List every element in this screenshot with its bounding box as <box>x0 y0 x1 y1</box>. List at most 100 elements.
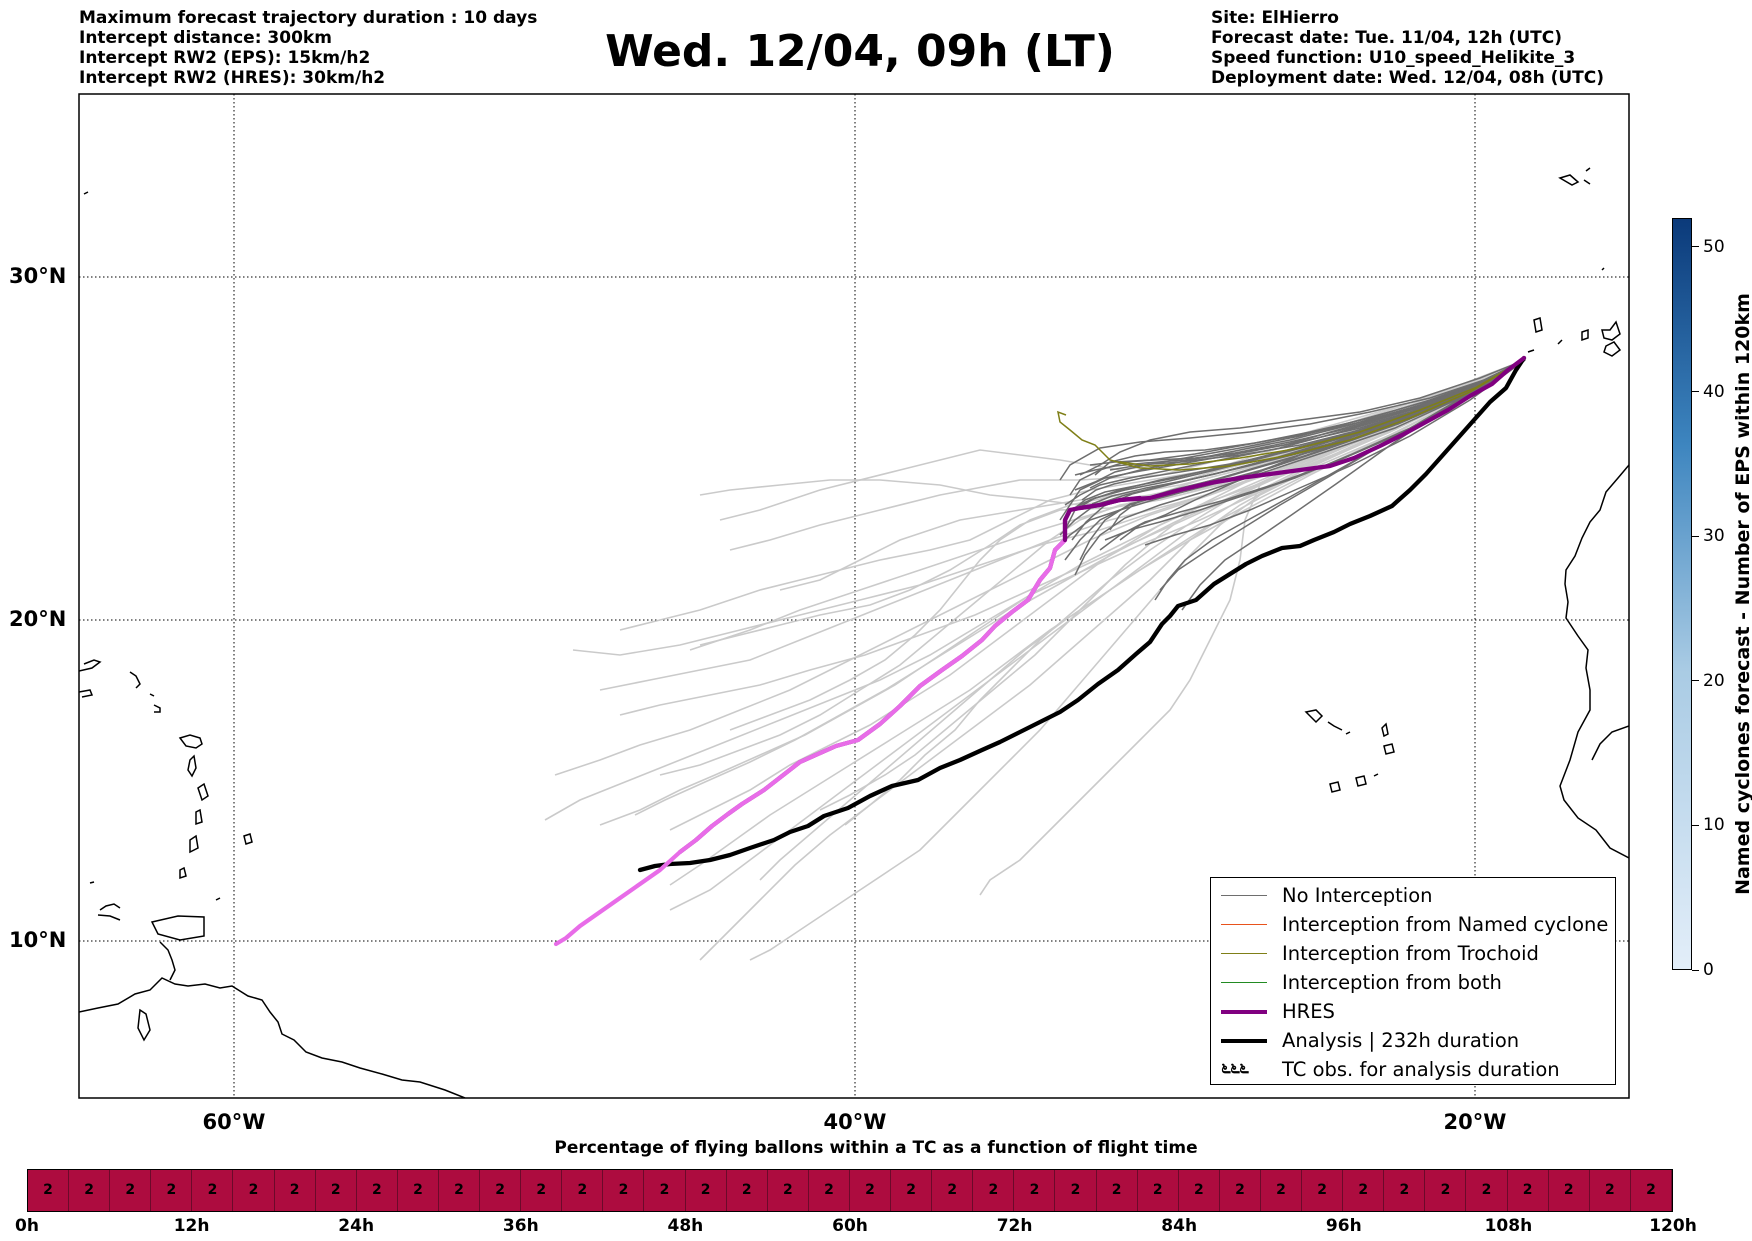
time-label: 12h <box>173 1216 210 1236</box>
time-label: 0h <box>15 1216 39 1236</box>
legend-swatch-gray <box>1221 895 1267 896</box>
tc-cell: 2 <box>69 1170 111 1211</box>
info-site: Site: ElHierro <box>1211 8 1339 28</box>
tc-cell: 2 <box>1261 1170 1303 1211</box>
legend-swatch-orange <box>1221 924 1267 925</box>
legend-swatch-green <box>1221 982 1267 983</box>
tc-cell: 2 <box>110 1170 152 1211</box>
tc-cell: 2 <box>1384 1170 1426 1211</box>
time-label: 24h <box>338 1216 375 1236</box>
colorbar <box>1672 218 1692 970</box>
tc-cell: 2 <box>398 1170 439 1211</box>
tc-cell: 2 <box>562 1170 604 1211</box>
tc-cell: 2 <box>28 1170 70 1211</box>
legend-label: HRES <box>1282 1000 1335 1023</box>
tc-cell: 2 <box>1302 1170 1344 1211</box>
forecast-parameters: Maximum forecast trajectory duration : 1… <box>79 8 537 88</box>
tc-cell: 2 <box>1097 1170 1138 1211</box>
time-label: 48h <box>667 1216 704 1236</box>
time-label: 36h <box>502 1216 539 1236</box>
colorbar-tick <box>1692 969 1699 971</box>
lon-label-60w: 60°W <box>202 1110 266 1134</box>
info-rw2-eps: Intercept RW2 (EPS): 15km/h2 <box>79 48 371 68</box>
eps-trajectories-light <box>544 359 1526 961</box>
lat-label-10n: 10°N <box>9 928 67 952</box>
tc-cell: 2 <box>603 1170 645 1211</box>
tc-cell: 2 <box>1220 1170 1261 1211</box>
coastlines <box>79 167 1629 1098</box>
info-forecast-date: Forecast date: Tue. 11/04, 12h (UTC) <box>1211 28 1562 48</box>
analysis-trajectory <box>637 355 1527 873</box>
legend-label: Interception from both <box>1282 971 1502 994</box>
tc-cell: 2 <box>439 1170 481 1211</box>
lon-label-20w: 20°W <box>1443 1110 1507 1134</box>
colorbar-tick <box>1692 824 1699 826</box>
tc-cell: 2 <box>850 1170 892 1211</box>
legend-swatch-olive <box>1221 953 1267 954</box>
tc-cell: 2 <box>932 1170 974 1211</box>
colorbar-tick-label: 10 <box>1703 815 1725 836</box>
time-label: 60h <box>832 1216 868 1236</box>
lat-label-20n: 20°N <box>9 607 67 631</box>
tc-cell: 2 <box>480 1170 522 1211</box>
info-deployment-date: Deployment date: Wed. 12/04, 08h (UTC) <box>1211 68 1605 88</box>
tc-cell: 2 <box>727 1170 768 1211</box>
legend-label: No Interception <box>1282 884 1433 907</box>
info-distance: Intercept distance: 300km <box>79 28 332 48</box>
tc-cell: 2 <box>1343 1170 1385 1211</box>
info-speed-function: Speed function: U10_speed_Helikite_3 <box>1211 48 1576 68</box>
legend-label: TC obs. for analysis duration <box>1282 1058 1560 1081</box>
colorbar-tick-label: 40 <box>1703 381 1725 402</box>
time-label: 72h <box>996 1216 1033 1236</box>
tc-cell: 2 <box>768 1170 809 1211</box>
timeline-title: Percentage of flying ballons within a TC… <box>554 1138 1198 1158</box>
tc-cell: 2 <box>1467 1170 1508 1211</box>
legend-swatch-black <box>1221 1039 1267 1043</box>
colorbar-tick <box>1692 535 1699 537</box>
tc-cell: 2 <box>192 1170 234 1211</box>
hres-trajectory <box>553 355 1527 947</box>
tc-cell: 2 <box>1631 1170 1672 1211</box>
tc-cell: 2 <box>1179 1170 1220 1211</box>
colorbar-tick-label: 0 <box>1703 960 1714 980</box>
cyclone-symbol-icon: ೬೬೬ <box>1221 1057 1249 1078</box>
tc-cell: 2 <box>973 1170 1015 1211</box>
legend-label: Interception from Trochoid <box>1282 942 1539 965</box>
tc-cell: 2 <box>316 1170 357 1211</box>
info-duration: Maximum forecast trajectory duration : 1… <box>79 8 538 28</box>
colorbar-tick-label: 20 <box>1703 670 1725 691</box>
time-label: 120h <box>1649 1216 1697 1236</box>
tc-cell: 2 <box>1590 1170 1631 1211</box>
colorbar-tick <box>1692 246 1699 248</box>
tc-cell: 2 <box>275 1170 316 1211</box>
tc-cell: 2 <box>234 1170 275 1211</box>
info-rw2-hres: Intercept RW2 (HRES): 30km/h2 <box>79 68 386 88</box>
colorbar-tick-label: 30 <box>1703 526 1725 547</box>
trochoid-trajectory <box>1056 361 1521 471</box>
map-frame <box>78 93 1630 1099</box>
colorbar-tick <box>1692 391 1699 393</box>
lon-label-40w: 40°W <box>823 1110 887 1134</box>
tc-cell: 2 <box>809 1170 850 1211</box>
map-legend: No Interception Interception from Named … <box>1210 877 1616 1085</box>
colorbar-label: Named cyclones forecast - Number of EPS … <box>1732 293 1752 895</box>
site-parameters: Site: ElHierro Forecast date: Tue. 11/04… <box>1211 8 1604 88</box>
tc-cell: 2 <box>686 1170 727 1211</box>
tc-cell: 2 <box>1138 1170 1179 1211</box>
time-label: 96h <box>1325 1216 1362 1236</box>
tc-cell: 2 <box>891 1170 933 1211</box>
tc-cell: 2 <box>357 1170 398 1211</box>
tc-cell: 2 <box>1014 1170 1056 1211</box>
legend-label: Interception from Named cyclone <box>1282 913 1609 936</box>
tc-cell: 2 <box>151 1170 193 1211</box>
tc-cell: 2 <box>1508 1170 1549 1211</box>
tc-cell: 2 <box>1425 1170 1467 1211</box>
lat-label-30n: 30°N <box>9 264 67 288</box>
legend-label: Analysis | 232h duration <box>1282 1029 1520 1052</box>
legend-swatch-purple <box>1221 1010 1267 1014</box>
colorbar-tick <box>1692 680 1699 682</box>
tc-cell: 2 <box>1056 1170 1097 1211</box>
time-label: 108h <box>1484 1216 1533 1236</box>
colorbar-tick-label: 50 <box>1703 236 1725 257</box>
